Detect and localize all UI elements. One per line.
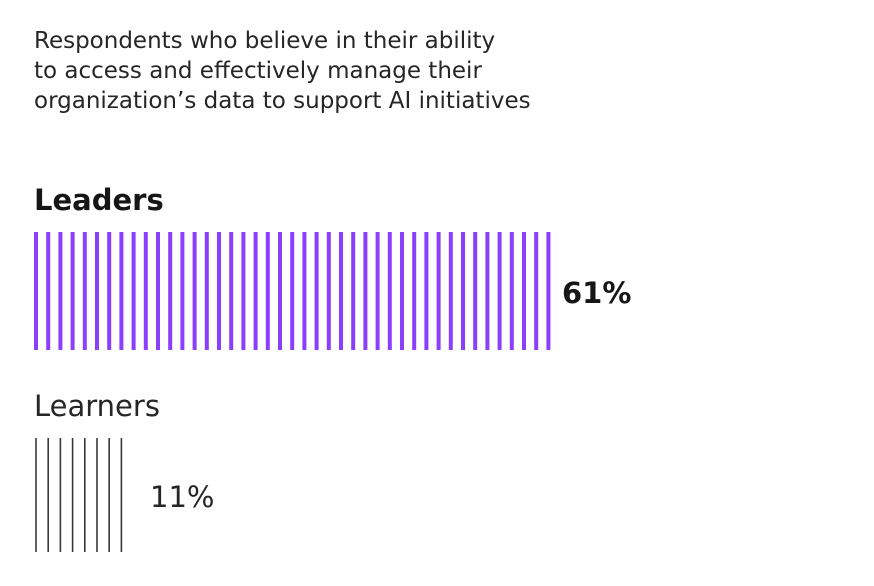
learners-bars	[35, 438, 123, 552]
leaders-label: Leaders	[34, 183, 164, 217]
learners-value: 11%	[150, 480, 215, 514]
learners-label: Learners	[34, 389, 160, 423]
chart-title: Respondents who believe in their ability…	[34, 28, 531, 114]
leaders-value: 61%	[562, 276, 632, 310]
leaders-bars	[34, 232, 551, 350]
